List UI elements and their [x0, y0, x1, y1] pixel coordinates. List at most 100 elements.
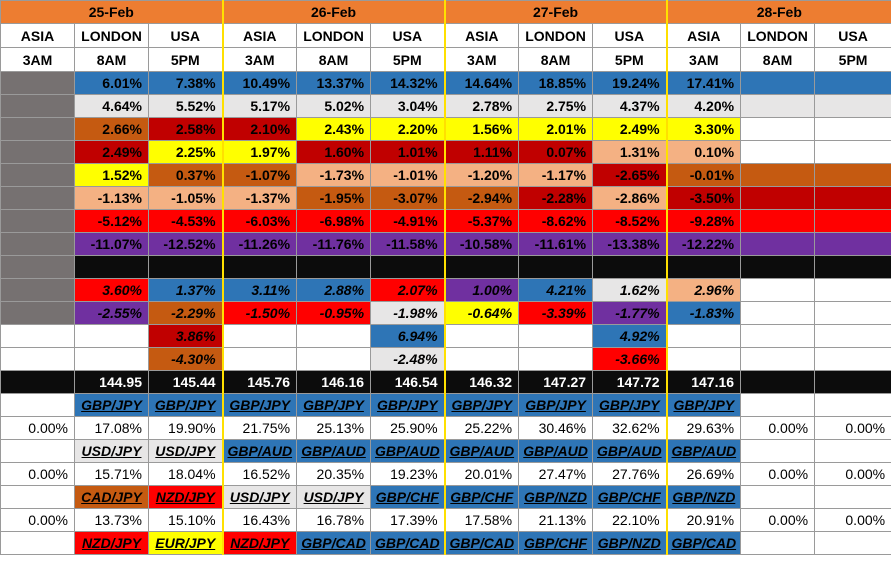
- strength-cell: [0, 209, 75, 233]
- pair-label: USD/JPY: [296, 485, 372, 509]
- spread-cell: 4.21%: [518, 278, 594, 302]
- strength-cell: 2.78%: [443, 94, 520, 118]
- times-row: 3AM 8AM 5PM 3AM 8AM 5PM 3AM 8AM 5PM 3AM 8AM 5PM: [0, 47, 891, 72]
- strength-cell: [0, 117, 75, 141]
- price-cell: 146.54: [370, 370, 446, 394]
- strength-cell: [296, 255, 372, 279]
- spread-cell: -2.48%: [370, 347, 446, 371]
- pair-label: GBP/NZD: [518, 485, 594, 509]
- strength-cell: [814, 209, 891, 233]
- pair-label: [814, 531, 891, 555]
- strength-cell: -11.76%: [296, 232, 372, 256]
- session-label: ASIA: [443, 23, 520, 48]
- pair-label: [0, 485, 75, 509]
- strength-cell: 2.01%: [518, 117, 594, 141]
- pair-value: 19.23%: [370, 462, 446, 486]
- pair-label: GBP/JPY: [74, 393, 149, 417]
- pair-label: GBP/JPY: [665, 393, 742, 417]
- strength-cell: [740, 232, 816, 256]
- session-label: USA: [370, 23, 446, 48]
- spread-cell: 2.07%: [370, 278, 446, 302]
- pair-label: GBP/NZD: [592, 531, 668, 555]
- pair-label: [814, 393, 891, 417]
- spread-cell: [665, 324, 742, 348]
- pair-value: 25.22%: [443, 416, 520, 440]
- spread-row: 3.60% 1.37% 3.11% 2.88% 2.07% 1.00% 4.21% 1.62%…: [0, 278, 891, 302]
- strength-cell: [814, 232, 891, 256]
- spread-cell: 1.37%: [147, 278, 224, 302]
- date-header-row: 25-Feb 26-Feb 27-Feb 28-Feb: [0, 0, 891, 24]
- strength-cell: [740, 140, 816, 164]
- currency-strength-table: 25-Feb 26-Feb 27-Feb 28-Feb ASIA LONDON USA ASI…: [0, 0, 891, 555]
- pair-label: [814, 485, 891, 509]
- date-header: 28-Feb: [665, 0, 891, 24]
- time-label: 3AM: [0, 47, 75, 72]
- strength-cell: -3.07%: [370, 186, 446, 210]
- strength-cell: [518, 255, 594, 279]
- spread-cell: [740, 347, 816, 371]
- time-label: 5PM: [370, 47, 446, 72]
- pair-value: 0.00%: [814, 508, 891, 532]
- strength-cell: -5.12%: [74, 209, 149, 233]
- pair-label: GBP/CAD: [665, 531, 742, 555]
- strength-cell: [814, 117, 891, 141]
- strength-cell: 4.64%: [74, 94, 149, 118]
- strength-cell: -0.01%: [665, 163, 742, 187]
- strength-cell: [74, 255, 149, 279]
- strength-cell: [443, 255, 520, 279]
- pair-label: [740, 531, 816, 555]
- session-label: LONDON: [518, 23, 594, 48]
- strength-cell: 14.32%: [370, 71, 446, 95]
- pair-label: [740, 439, 816, 463]
- session-label: USA: [147, 23, 224, 48]
- strength-cell: 2.20%: [370, 117, 446, 141]
- strength-cell: [592, 255, 668, 279]
- price-cell: 146.32: [443, 370, 520, 394]
- spread-cell: -1.83%: [665, 301, 742, 325]
- strength-cell: 1.31%: [592, 140, 668, 164]
- pair-label: GBP/JPY: [296, 393, 372, 417]
- spread-cell: [0, 324, 75, 348]
- price-cell: 147.16: [665, 370, 742, 394]
- pair-value: 13.73%: [74, 508, 149, 532]
- strength-cell: -10.58%: [443, 232, 520, 256]
- spread-cell: 3.60%: [74, 278, 149, 302]
- strength-cell: [0, 255, 75, 279]
- strength-cell: 2.75%: [518, 94, 594, 118]
- strength-cell: 10.49%: [221, 71, 298, 95]
- pair-label: GBP/AUD: [518, 439, 594, 463]
- pair-row: USD/JPY USD/JPY GBP/AUD GBP/AUD GBP/AUD GBP/A…: [0, 439, 891, 463]
- strength-cell: [740, 255, 816, 279]
- spread-row: -4.30% -2.48% -3.66%: [0, 347, 891, 371]
- pair-label: GBP/JPY: [221, 393, 298, 417]
- strength-cell: 2.49%: [592, 117, 668, 141]
- pair-label: USD/JPY: [147, 439, 224, 463]
- time-label: 3AM: [443, 47, 520, 72]
- pair-value: 20.91%: [665, 508, 742, 532]
- strength-cell: -1.17%: [518, 163, 594, 187]
- strength-cell: -1.73%: [296, 163, 372, 187]
- price-cell: [740, 370, 816, 394]
- time-label: 5PM: [147, 47, 224, 72]
- strength-cell: [740, 209, 816, 233]
- pair-label: GBP/CHF: [370, 485, 446, 509]
- strength-cell: 2.43%: [296, 117, 372, 141]
- strength-row: 2.49% 2.25% 1.97% 1.60% 1.01% 1.11% 0.07% 1.31%…: [0, 140, 891, 164]
- strength-row: -5.12% -4.53% -6.03% -6.98% -4.91% -5.37% -8.6…: [0, 209, 891, 233]
- sessions-row: ASIA LONDON USA ASIA LONDON USA ASIA LONDON USA A…: [0, 23, 891, 48]
- spread-cell: -3.66%: [592, 347, 668, 371]
- strength-cell: [221, 255, 298, 279]
- strength-cell: -6.03%: [221, 209, 298, 233]
- strength-row: [0, 255, 891, 279]
- spread-cell: [0, 301, 75, 325]
- strength-cell: [0, 71, 75, 95]
- strength-cell: 1.11%: [443, 140, 520, 164]
- pair-label: GBP/CAD: [370, 531, 446, 555]
- strength-cell: 19.24%: [592, 71, 668, 95]
- pair-value: 0.00%: [0, 508, 75, 532]
- date-header: 26-Feb: [221, 0, 446, 24]
- spread-cell: [665, 347, 742, 371]
- spread-cell: [296, 347, 372, 371]
- strength-cell: [0, 163, 75, 187]
- strength-cell: 0.07%: [518, 140, 594, 164]
